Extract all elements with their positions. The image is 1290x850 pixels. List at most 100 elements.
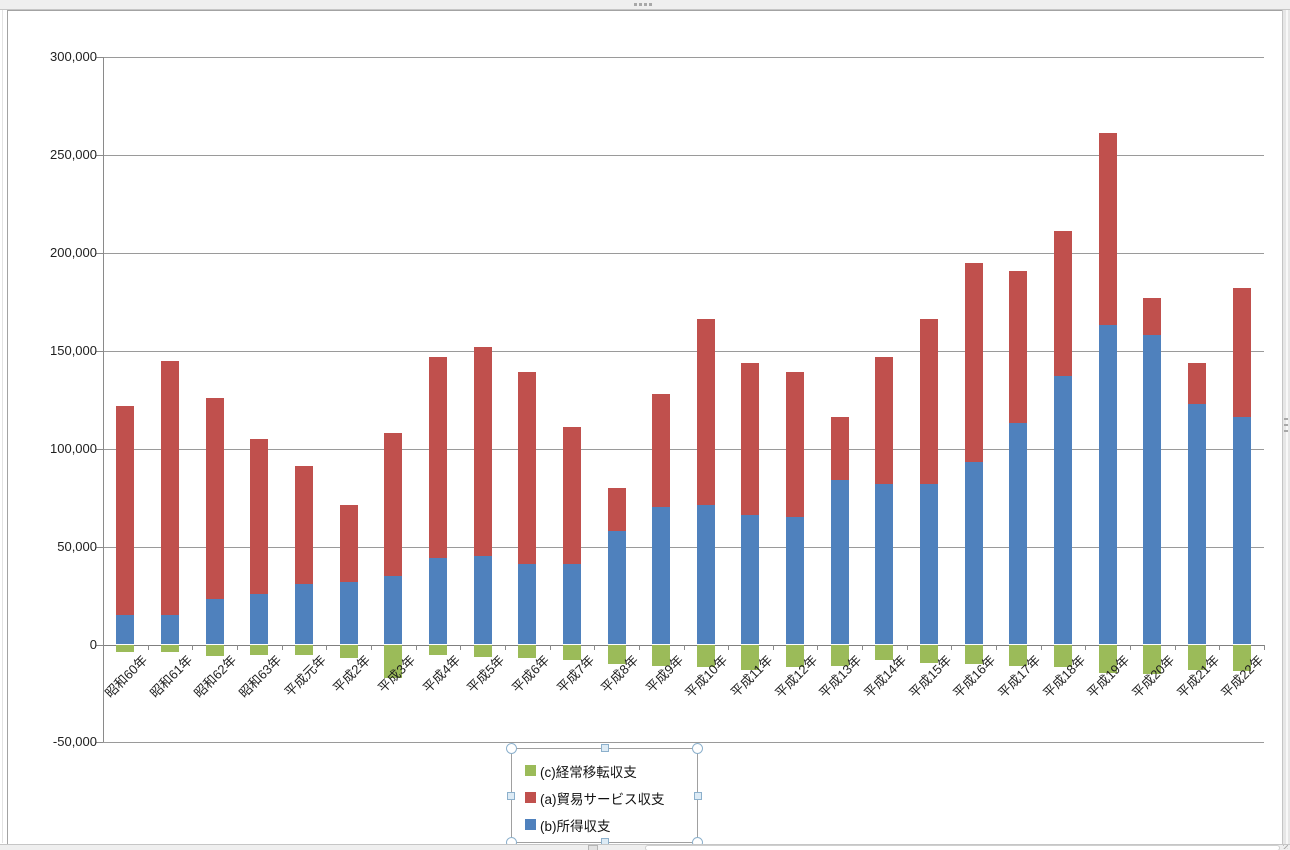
bar-segment-trade-services[interactable] bbox=[652, 393, 671, 508]
bar-segment-transfers[interactable] bbox=[518, 644, 537, 659]
bar-segment-income[interactable] bbox=[250, 593, 269, 645]
resize-grip-icon[interactable] bbox=[1283, 845, 1288, 849]
pane-splitter-handle[interactable] bbox=[588, 845, 598, 850]
bar-segment-transfers[interactable] bbox=[741, 644, 760, 670]
bar-segment-trade-services[interactable] bbox=[428, 356, 447, 559]
bar-segment-trade-services[interactable] bbox=[116, 405, 135, 616]
bar-segment-trade-services[interactable] bbox=[920, 319, 939, 484]
bar-segment-income[interactable] bbox=[294, 583, 313, 645]
bar-segment-transfers[interactable] bbox=[384, 644, 403, 678]
legend-item[interactable]: (c)経常移転収支 bbox=[525, 757, 665, 784]
bar-segment-income[interactable] bbox=[160, 615, 179, 645]
bar-segment-income[interactable] bbox=[830, 480, 849, 645]
bar-segment-transfers[interactable] bbox=[652, 644, 671, 667]
x-axis-tick bbox=[951, 644, 953, 650]
bar-segment-income[interactable] bbox=[518, 564, 537, 645]
bar-segment-transfers[interactable] bbox=[1188, 644, 1207, 670]
bar-segment-trade-services[interactable] bbox=[160, 360, 179, 616]
bar-segment-trade-services[interactable] bbox=[830, 417, 849, 480]
selection-handle-top-left[interactable] bbox=[506, 743, 517, 754]
y-axis-line bbox=[103, 57, 104, 743]
bar-segment-trade-services[interactable] bbox=[1054, 231, 1073, 377]
bar-segment-trade-services[interactable] bbox=[786, 372, 805, 518]
bar-segment-transfers[interactable] bbox=[875, 644, 894, 661]
selection-handle-mid-left[interactable] bbox=[507, 792, 515, 800]
bar-segment-trade-services[interactable] bbox=[1143, 297, 1162, 336]
bar-segment-trade-services[interactable] bbox=[294, 466, 313, 584]
bar-segment-transfers[interactable] bbox=[473, 644, 492, 658]
bar-segment-transfers[interactable] bbox=[339, 644, 358, 659]
bar-segment-transfers[interactable] bbox=[1143, 644, 1162, 674]
selection-handle-mid-right[interactable] bbox=[694, 792, 702, 800]
bar-segment-transfers[interactable] bbox=[1232, 644, 1251, 671]
bar-segment-transfers[interactable] bbox=[964, 644, 983, 665]
y-axis-tick bbox=[96, 252, 103, 254]
selection-handle-top-right[interactable] bbox=[692, 743, 703, 754]
bar-segment-transfers[interactable] bbox=[116, 644, 135, 653]
bar-segment-trade-services[interactable] bbox=[696, 319, 715, 506]
selection-handle-top-mid[interactable] bbox=[601, 744, 609, 752]
bar-segment-trade-services[interactable] bbox=[1098, 133, 1117, 326]
bar-segment-income[interactable] bbox=[920, 483, 939, 645]
bar-segment-income[interactable] bbox=[1188, 403, 1207, 645]
bar-segment-trade-services[interactable] bbox=[1009, 270, 1028, 424]
bar-segment-income[interactable] bbox=[1009, 423, 1028, 645]
bar-segment-trade-services[interactable] bbox=[473, 346, 492, 557]
bar-segment-transfers[interactable] bbox=[1098, 644, 1117, 673]
bar-segment-transfers[interactable] bbox=[428, 644, 447, 656]
bar-segment-income[interactable] bbox=[384, 575, 403, 645]
bar-segment-transfers[interactable] bbox=[294, 644, 313, 656]
bar-segment-trade-services[interactable] bbox=[250, 438, 269, 594]
bar-segment-income[interactable] bbox=[339, 581, 358, 645]
bar-segment-trade-services[interactable] bbox=[607, 487, 626, 531]
bar-segment-income[interactable] bbox=[205, 599, 224, 645]
bar-segment-transfers[interactable] bbox=[920, 644, 939, 664]
x-axis-tick bbox=[862, 644, 864, 650]
bar-segment-transfers[interactable] bbox=[607, 644, 626, 665]
bar-segment-trade-services[interactable] bbox=[518, 372, 537, 565]
y-axis-label: 200,000 bbox=[50, 244, 97, 260]
bar-segment-income[interactable] bbox=[786, 517, 805, 645]
bar-segment-income[interactable] bbox=[1098, 325, 1117, 645]
bar-segment-transfers[interactable] bbox=[786, 644, 805, 668]
bar-segment-income[interactable] bbox=[473, 556, 492, 645]
bar-segment-income[interactable] bbox=[875, 483, 894, 645]
bar-segment-transfers[interactable] bbox=[830, 644, 849, 667]
bar-segment-transfers[interactable] bbox=[562, 644, 581, 661]
bar-segment-income[interactable] bbox=[562, 564, 581, 645]
bar-segment-income[interactable] bbox=[1054, 376, 1073, 645]
chart-area[interactable] bbox=[7, 10, 1283, 845]
bar-segment-transfers[interactable] bbox=[160, 644, 179, 653]
horizontal-scrollbar-track[interactable] bbox=[645, 845, 1280, 850]
legend-box[interactable]: (c)経常移転収支 (a)貿易サービス収支 (b)所得収支 bbox=[506, 743, 703, 848]
window-top-strip[interactable] bbox=[0, 0, 1290, 10]
bar-segment-trade-services[interactable] bbox=[964, 262, 983, 463]
bar-segment-income[interactable] bbox=[1232, 417, 1251, 645]
y-axis-label: 150,000 bbox=[50, 342, 97, 358]
bar-segment-trade-services[interactable] bbox=[741, 362, 760, 516]
y-axis-tick bbox=[96, 448, 103, 450]
bar-segment-transfers[interactable] bbox=[696, 644, 715, 668]
bar-segment-income[interactable] bbox=[1143, 335, 1162, 645]
bar-segment-transfers[interactable] bbox=[1054, 644, 1073, 668]
bar-segment-trade-services[interactable] bbox=[1232, 288, 1251, 418]
vertical-grip-icon[interactable] bbox=[1284, 418, 1288, 436]
bar-segment-income[interactable] bbox=[964, 462, 983, 645]
bar-segment-income[interactable] bbox=[696, 505, 715, 645]
bar-segment-income[interactable] bbox=[741, 515, 760, 645]
bar-segment-income[interactable] bbox=[607, 530, 626, 645]
bar-segment-trade-services[interactable] bbox=[384, 433, 403, 576]
bar-segment-trade-services[interactable] bbox=[875, 356, 894, 484]
bar-segment-income[interactable] bbox=[652, 507, 671, 645]
bar-segment-trade-services[interactable] bbox=[205, 397, 224, 600]
bar-segment-trade-services[interactable] bbox=[339, 505, 358, 582]
bar-segment-trade-services[interactable] bbox=[1188, 362, 1207, 404]
bar-segment-trade-services[interactable] bbox=[562, 427, 581, 565]
legend-item[interactable]: (a)貿易サービス収支 bbox=[525, 784, 665, 811]
legend-item[interactable]: (b)所得収支 bbox=[525, 811, 665, 838]
bar-segment-income[interactable] bbox=[116, 615, 135, 645]
bar-segment-transfers[interactable] bbox=[1009, 644, 1028, 667]
bar-segment-income[interactable] bbox=[428, 558, 447, 645]
bar-segment-transfers[interactable] bbox=[250, 644, 269, 656]
bar-segment-transfers[interactable] bbox=[205, 644, 224, 657]
